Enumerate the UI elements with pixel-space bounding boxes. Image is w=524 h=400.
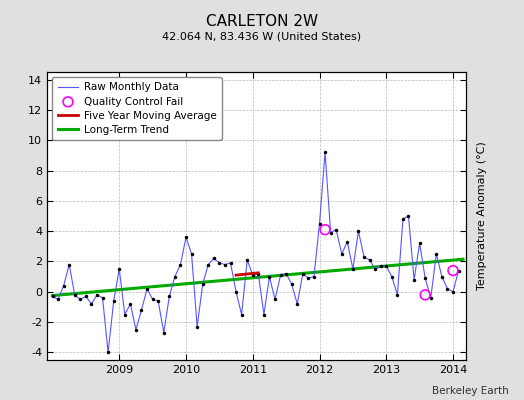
Quality Control Fail [321, 226, 329, 233]
Line: Raw Monthly Data: Raw Monthly Data [52, 152, 458, 352]
Legend: Raw Monthly Data, Quality Control Fail, Five Year Moving Average, Long-Term Tren: Raw Monthly Data, Quality Control Fail, … [52, 77, 222, 140]
Raw Monthly Data [49, 294, 56, 299]
Raw Monthly Data [138, 308, 145, 312]
Quality Control Fail [449, 267, 457, 274]
Raw Monthly Data [283, 271, 289, 276]
Five Year Moving Average [233, 273, 239, 278]
Text: 42.064 N, 83.436 W (United States): 42.064 N, 83.436 W (United States) [162, 31, 362, 41]
Raw Monthly Data [455, 268, 462, 273]
Five Year Moving Average [255, 270, 261, 275]
Line: Five Year Moving Average: Five Year Moving Average [236, 273, 258, 275]
Y-axis label: Temperature Anomaly (°C): Temperature Anomaly (°C) [477, 142, 487, 290]
Quality Control Fail [421, 292, 429, 298]
Text: Berkeley Earth: Berkeley Earth [432, 386, 508, 396]
Raw Monthly Data [277, 273, 283, 278]
Text: CARLETON 2W: CARLETON 2W [206, 14, 318, 29]
Raw Monthly Data [428, 296, 434, 300]
Raw Monthly Data [144, 286, 150, 291]
Raw Monthly Data [105, 350, 111, 355]
Raw Monthly Data [189, 252, 195, 256]
Raw Monthly Data [322, 150, 328, 155]
